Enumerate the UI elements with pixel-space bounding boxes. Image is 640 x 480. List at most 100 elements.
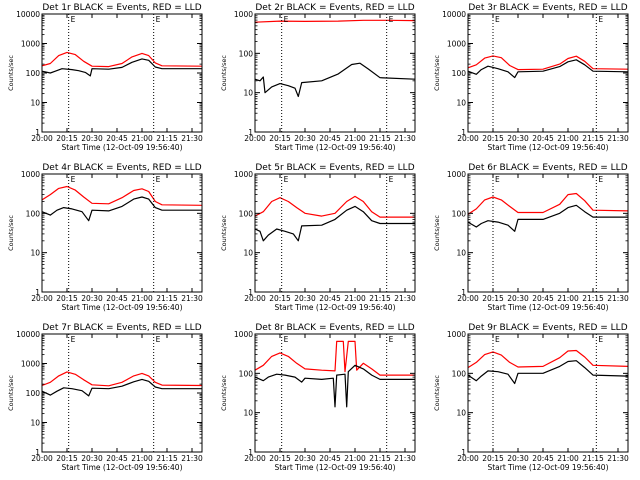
- event-marker-label: E: [284, 175, 289, 184]
- y-axis-label: Counts/sec: [7, 215, 15, 251]
- plot-frame: [254, 13, 416, 133]
- y-tick-label: 10000: [16, 10, 40, 19]
- x-tick-label: 20:45: [532, 134, 554, 143]
- series-lld-line: [41, 51, 203, 68]
- y-tick-label: 1: [35, 448, 40, 457]
- y-tick-label: 10: [243, 89, 253, 98]
- x-tick-label: 20:15: [56, 294, 78, 303]
- y-tick-label: 10: [456, 409, 466, 418]
- x-tick-label: 20:30: [294, 454, 316, 463]
- panel-det-6: E E 20:00 20:15 20:30 20:45 21:00 21:15 21:30 1 10…: [433, 163, 629, 312]
- plot-frame: [41, 173, 203, 293]
- x-tick-label: 21:15: [156, 134, 178, 143]
- x-tick-label: 21:15: [156, 294, 178, 303]
- x-axis-label: Start Time (12-Oct-09 19:56:40): [487, 463, 608, 472]
- series-events-line: [41, 378, 202, 397]
- panel-det-3: E E 20:00 20:15 20:30 20:45 21:00 21:15 21:30 1 10…: [433, 3, 629, 152]
- x-axis-label: Start Time (12-Oct-09 19:56:40): [61, 303, 182, 312]
- y-axis-label: Counts/sec: [220, 375, 228, 411]
- event-marker-label: E: [284, 15, 289, 24]
- x-tick-label: 21:30: [181, 454, 203, 463]
- x-tick-label: 20:45: [106, 294, 128, 303]
- y-tick-label: 1000: [21, 40, 40, 49]
- panel-title: Det 4r BLACK = Events, RED = LLD: [42, 163, 201, 173]
- x-tick-label: 21:15: [582, 294, 604, 303]
- x-axis-label: Start Time (12-Oct-09 19:56:40): [487, 143, 608, 152]
- y-tick-label: 10: [30, 99, 40, 108]
- y-tick-label: 10: [30, 419, 40, 428]
- y-axis-label: Counts/sec: [7, 55, 15, 91]
- x-tick-label: 20:15: [482, 454, 504, 463]
- y-tick-label: 100: [26, 209, 41, 218]
- x-tick-label: 21:00: [344, 294, 366, 303]
- event-marker-label: E: [495, 15, 500, 24]
- y-tick-label: 1: [461, 128, 466, 137]
- y-axis-label: Counts/sec: [7, 375, 15, 411]
- y-tick-label: 100: [452, 369, 467, 378]
- y-tick-label: 1: [248, 448, 253, 457]
- x-tick-label: 20:30: [294, 134, 316, 143]
- series-lld-line: [467, 55, 629, 71]
- x-tick-label: 21:30: [394, 294, 416, 303]
- plot-frame: [467, 13, 629, 133]
- x-tick-label: 20:15: [482, 294, 504, 303]
- y-tick-label: 100: [239, 369, 254, 378]
- y-tick-label: 1000: [447, 40, 466, 49]
- y-tick-label: 1000: [234, 10, 253, 19]
- series-events-line: [254, 205, 415, 242]
- panel-title: Det 6r BLACK = Events, RED = LLD: [468, 163, 627, 173]
- panel-det-4: E E 20:00 20:15 20:30 20:45 21:00 21:15 21:30 1 10…: [7, 163, 203, 312]
- series-lld-line: [254, 340, 415, 376]
- x-tick-label: 20:30: [507, 454, 529, 463]
- panel-det-7: E E 20:00 20:15 20:30 20:45 21:00 21:15 21:30 1 10…: [7, 323, 203, 472]
- y-tick-label: 1: [35, 128, 40, 137]
- y-axis-label: Counts/sec: [220, 215, 228, 251]
- x-tick-label: 20:15: [269, 454, 291, 463]
- x-tick-label: 21:00: [557, 454, 579, 463]
- panel-title: Det 3r BLACK = Events, RED = LLD: [468, 3, 627, 13]
- series-events-line: [254, 62, 416, 98]
- x-axis-label: Start Time (12-Oct-09 19:56:40): [274, 303, 395, 312]
- event-marker-label: E: [156, 175, 161, 184]
- y-tick-label: 1000: [447, 330, 466, 339]
- x-tick-label: 21:00: [344, 134, 366, 143]
- plot-frame: [254, 173, 416, 293]
- panel-title: Det 5r BLACK = Events, RED = LLD: [255, 163, 414, 173]
- event-marker-label: E: [71, 15, 76, 24]
- x-axis-label: Start Time (12-Oct-09 19:56:40): [274, 463, 395, 472]
- y-tick-label: 1: [248, 128, 253, 137]
- x-tick-label: 21:15: [369, 294, 391, 303]
- panel-det-8: E E 20:00 20:15 20:30 20:45 21:00 21:15 21:30 1 10…: [220, 323, 416, 472]
- y-tick-label: 1: [461, 448, 466, 457]
- x-tick-label: 20:30: [294, 294, 316, 303]
- series-events-line: [467, 59, 629, 79]
- x-tick-label: 20:30: [507, 134, 529, 143]
- y-tick-label: 10: [30, 249, 40, 258]
- y-tick-label: 1000: [447, 170, 466, 179]
- event-marker-label: E: [495, 335, 500, 344]
- x-tick-label: 20:15: [56, 134, 78, 143]
- x-tick-label: 21:30: [607, 134, 629, 143]
- x-tick-label: 21:00: [131, 454, 153, 463]
- x-tick-label: 20:15: [269, 134, 291, 143]
- event-marker-label: E: [598, 15, 603, 24]
- x-axis-label: Start Time (12-Oct-09 19:56:40): [61, 143, 182, 152]
- event-marker-label: E: [156, 335, 161, 344]
- x-tick-label: 21:15: [369, 454, 391, 463]
- y-tick-label: 1000: [21, 360, 40, 369]
- y-axis-label: Counts/sec: [433, 375, 441, 411]
- y-tick-label: 1000: [234, 330, 253, 339]
- series-events-line: [467, 360, 629, 385]
- y-axis-label: Counts/sec: [433, 215, 441, 251]
- event-marker-label: E: [71, 175, 76, 184]
- x-tick-label: 21:00: [344, 454, 366, 463]
- x-tick-label: 20:00: [244, 454, 266, 463]
- x-tick-label: 21:00: [557, 134, 579, 143]
- series-lld-line: [467, 349, 629, 369]
- x-tick-label: 21:15: [582, 134, 604, 143]
- x-tick-label: 21:15: [582, 454, 604, 463]
- x-axis-label: Start Time (12-Oct-09 19:56:40): [487, 303, 608, 312]
- panel-title: Det 2r BLACK = Events, RED = LLD: [255, 3, 414, 13]
- y-tick-label: 10: [243, 409, 253, 418]
